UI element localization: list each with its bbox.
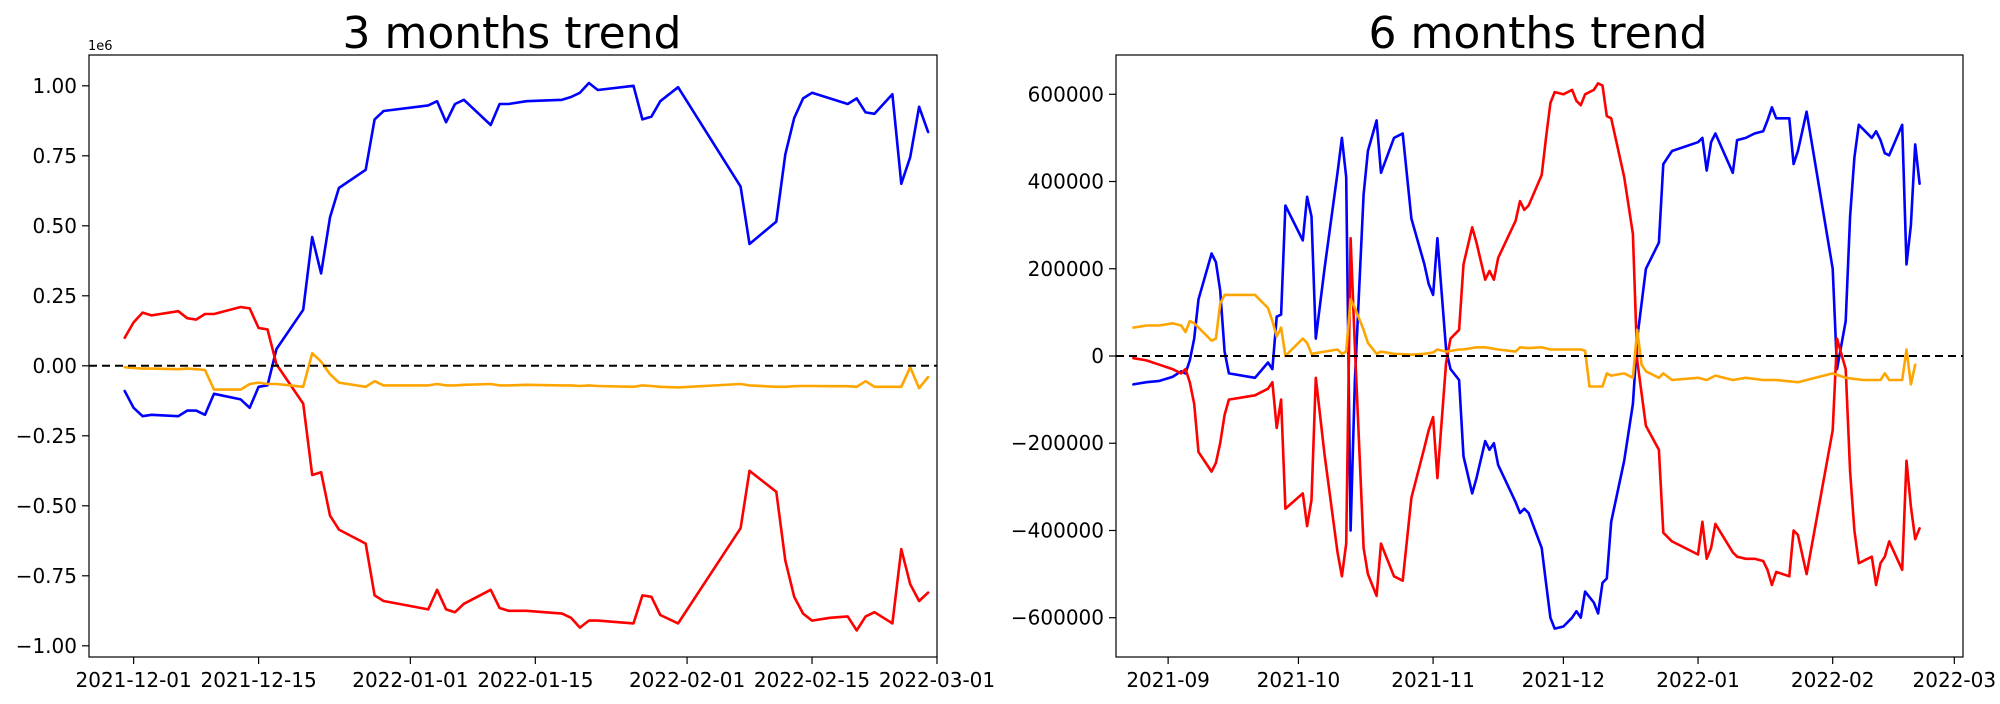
chart-panel-6-months: 6 months trend 600000 400000 200000 0 −20000… — [1011, 8, 1996, 692]
x-tick-label: 2021-10 — [1257, 668, 1341, 692]
y-tick-label: 0.00 — [32, 354, 77, 378]
series-line-0 — [123, 81, 930, 418]
y-tick-label: 200000 — [1028, 257, 1104, 281]
y-tick-label: −0.75 — [16, 564, 77, 588]
chart-title: 6 months trend — [1369, 8, 1708, 59]
x-tick-label: 2021-12 — [1522, 668, 1606, 692]
x-tick-label: 2022-01-01 — [352, 668, 468, 692]
x-tick-label: 2022-02 — [1791, 668, 1875, 692]
y-tick-label: 0.50 — [32, 214, 77, 238]
x-tick-label: 2022-02-01 — [629, 668, 745, 692]
x-tick-label: 2022-01-15 — [477, 668, 593, 692]
y-tick-label: −600000 — [1011, 606, 1104, 630]
chart-title: 3 months trend — [343, 8, 682, 59]
series-line-0 — [1132, 106, 1921, 630]
series-line-1 — [1132, 82, 1921, 598]
x-tick-label: 2021-12-15 — [200, 668, 316, 692]
y-tick-label: −0.25 — [16, 424, 77, 448]
x-tick-label: 2022-02-15 — [754, 668, 870, 692]
y-tick-label: 0.75 — [32, 144, 77, 168]
series-line-2 — [1132, 293, 1917, 388]
x-tick-label: 2021-12-01 — [76, 668, 192, 692]
x-tick-label: 2022-03 — [1913, 668, 1997, 692]
y-tick-label: 600000 — [1028, 82, 1104, 106]
axes-frame — [88, 54, 938, 658]
y-tick-label: 0 — [1091, 344, 1104, 368]
y-tick-label: 400000 — [1028, 170, 1104, 194]
y-tick-label: 0.25 — [32, 284, 77, 308]
y-axis-offset-label: 1e6 — [88, 39, 113, 54]
y-tick-label: −0.50 — [16, 494, 77, 518]
series-line-1 — [123, 305, 930, 632]
y-tick-label: −1.00 — [16, 634, 77, 658]
y-tick-label: −200000 — [1011, 431, 1104, 455]
series-line-2 — [123, 351, 930, 391]
x-tick-label: 2022-01 — [1656, 668, 1740, 692]
y-tick-label: −400000 — [1011, 518, 1104, 542]
chart-panel-3-months: 3 months trend 1e6 1.00 0.75 0.50 0.25 0.00 −… — [16, 8, 995, 692]
x-tick-label: 2022-03-01 — [879, 668, 995, 692]
x-tick-label: 2021-11 — [1391, 668, 1475, 692]
y-tick-label: 1.00 — [32, 74, 77, 98]
x-tick-label: 2021-09 — [1126, 668, 1210, 692]
